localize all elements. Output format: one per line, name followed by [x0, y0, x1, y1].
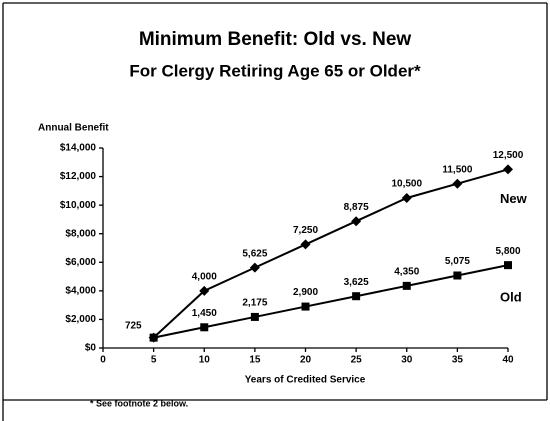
marker	[402, 281, 411, 290]
chart-subtitle: For Clergy Retiring Age 65 or Older*	[129, 61, 421, 80]
marker	[452, 178, 463, 189]
y-tick-label: $6,000	[65, 257, 96, 268]
series-label: Old	[500, 290, 522, 305]
series-line	[153, 264, 509, 339]
marker	[453, 271, 462, 280]
value-label: 7,250	[293, 225, 318, 236]
marker	[401, 193, 412, 203]
y-axis-label: Annual Benefit	[38, 123, 109, 134]
x-tick-label: 5	[151, 355, 157, 366]
x-tick-label: 15	[249, 355, 261, 366]
marker	[504, 261, 512, 270]
y-tick-label: $0	[85, 343, 97, 354]
y-tick-label: $4,000	[65, 285, 96, 296]
marker	[351, 216, 362, 227]
value-label: 2,175	[242, 298, 267, 309]
value-label: 5,800	[495, 246, 520, 257]
y-tick-label: $2,000	[65, 314, 96, 325]
y-tick-label: $12,000	[60, 171, 97, 182]
marker	[200, 323, 209, 332]
marker	[250, 312, 259, 321]
x-axis-label: Years of Credited Service	[245, 375, 366, 386]
x-tick-label: 0	[100, 355, 106, 366]
marker	[149, 333, 158, 342]
marker	[301, 302, 310, 311]
x-tick-label: 30	[401, 355, 413, 366]
marker	[352, 292, 361, 301]
value-label: 5,075	[445, 256, 470, 267]
value-label: 1,450	[192, 308, 217, 319]
value-label: 10,500	[391, 179, 422, 190]
value-label: 5,625	[242, 248, 267, 259]
value-label: 2,900	[293, 287, 318, 298]
marker	[300, 239, 311, 250]
marker	[503, 164, 513, 175]
y-tick-label: $14,000	[60, 143, 97, 154]
series-line	[152, 168, 509, 339]
y-tick-label: $10,000	[60, 200, 97, 211]
x-tick-label: 10	[199, 355, 211, 366]
value-label: 3,625	[344, 277, 369, 288]
value-label: 8,875	[344, 202, 369, 213]
x-tick-label: 20	[300, 355, 312, 366]
x-tick-label: 40	[502, 355, 514, 366]
value-label: 11,500	[442, 164, 472, 175]
marker	[199, 285, 210, 296]
value-label: 4,350	[394, 266, 419, 277]
series-label: New	[500, 191, 528, 206]
marker	[249, 262, 260, 273]
x-tick-label: 25	[351, 355, 363, 366]
chart-title: Minimum Benefit: Old vs. New	[139, 29, 412, 50]
value-label: 4,000	[192, 271, 217, 282]
footnote: * See footnote 2 below.	[90, 398, 188, 408]
value-label: 725	[125, 320, 142, 331]
value-label: 12,500	[493, 150, 524, 161]
y-tick-label: $8,000	[65, 228, 96, 239]
x-tick-label: 35	[452, 355, 464, 366]
